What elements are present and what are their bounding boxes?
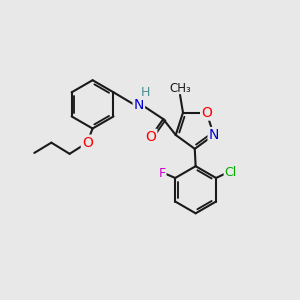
Text: CH₃: CH₃ — [169, 82, 191, 95]
Text: N: N — [208, 128, 219, 142]
Text: O: O — [201, 106, 212, 120]
Text: O: O — [146, 130, 156, 144]
Text: F: F — [158, 167, 166, 180]
Text: H: H — [141, 86, 150, 99]
Text: O: O — [82, 136, 93, 150]
Text: Cl: Cl — [225, 166, 237, 179]
Text: N: N — [134, 98, 144, 112]
